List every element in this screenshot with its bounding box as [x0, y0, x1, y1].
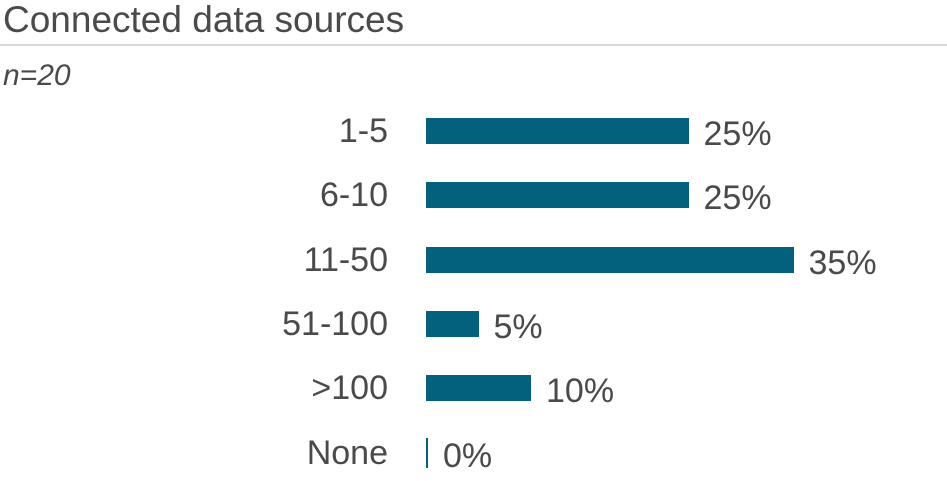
category-label: 11-50 [303, 240, 388, 279]
bar-row: 6-10 25% [0, 163, 947, 227]
category-label: 51-100 [282, 305, 388, 344]
value-label: 0% [443, 436, 493, 475]
bar [426, 437, 428, 468]
bar-area: 10% [426, 371, 947, 411]
bar-area: 5% [426, 307, 947, 347]
bar-area: 35% [426, 243, 947, 282]
value-label: 25% [703, 179, 772, 218]
bar-row: None 0% [0, 420, 947, 481]
category-label: 6-10 [319, 176, 388, 215]
bar-area: 25% [426, 114, 947, 154]
bar-row: 51-100 5% [0, 292, 947, 356]
bar-area: 25% [426, 178, 947, 218]
bar [426, 375, 531, 402]
chart-title: Connected data sources [3, 0, 405, 40]
value-label: 25% [703, 115, 772, 154]
bar-row: >100 10% [0, 356, 947, 420]
bar [426, 118, 689, 145]
title-divider [0, 44, 947, 46]
bar [426, 311, 479, 338]
category-label: >100 [311, 369, 388, 408]
bar-area: 0% [426, 436, 947, 475]
bar-chart: 1-5 25% 6-10 25% 11-50 35% 51-100 5% >10… [0, 99, 947, 481]
category-label: 1-5 [338, 112, 388, 151]
value-label: 35% [808, 243, 877, 282]
sample-size-label: n=20 [3, 59, 71, 92]
value-label: 10% [546, 372, 615, 411]
category-label: None [306, 433, 388, 472]
bar [426, 246, 794, 273]
value-label: 5% [493, 308, 543, 347]
bar-row: 11-50 35% [0, 228, 947, 292]
bar [426, 182, 689, 209]
bar-row: 1-5 25% [0, 99, 947, 163]
